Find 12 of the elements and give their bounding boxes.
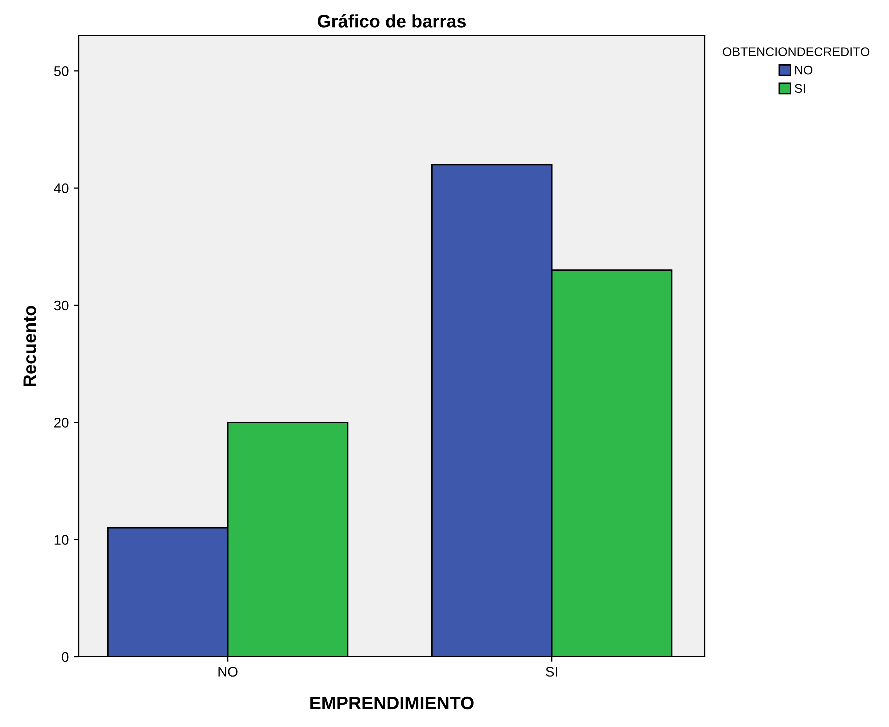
chart-title: Gráfico de barras (318, 14, 466, 28)
y-tick-label: 50 (54, 66, 69, 76)
y-tick-label: 10 (54, 535, 69, 545)
y-tick-label: 0 (62, 652, 69, 662)
y-tick-label: 30 (54, 300, 69, 311)
legend-title: OBTENCIONDECREDITO (723, 48, 870, 56)
legend-label: SI (795, 84, 806, 94)
x-axis-title: EMPRENDIMIENTO (310, 696, 474, 710)
y-axis-title: Recuento (24, 306, 36, 386)
legend-label: NO (796, 66, 813, 75)
y-tick-label: 40 (54, 184, 69, 194)
y-tick-label: 20 (54, 418, 69, 428)
